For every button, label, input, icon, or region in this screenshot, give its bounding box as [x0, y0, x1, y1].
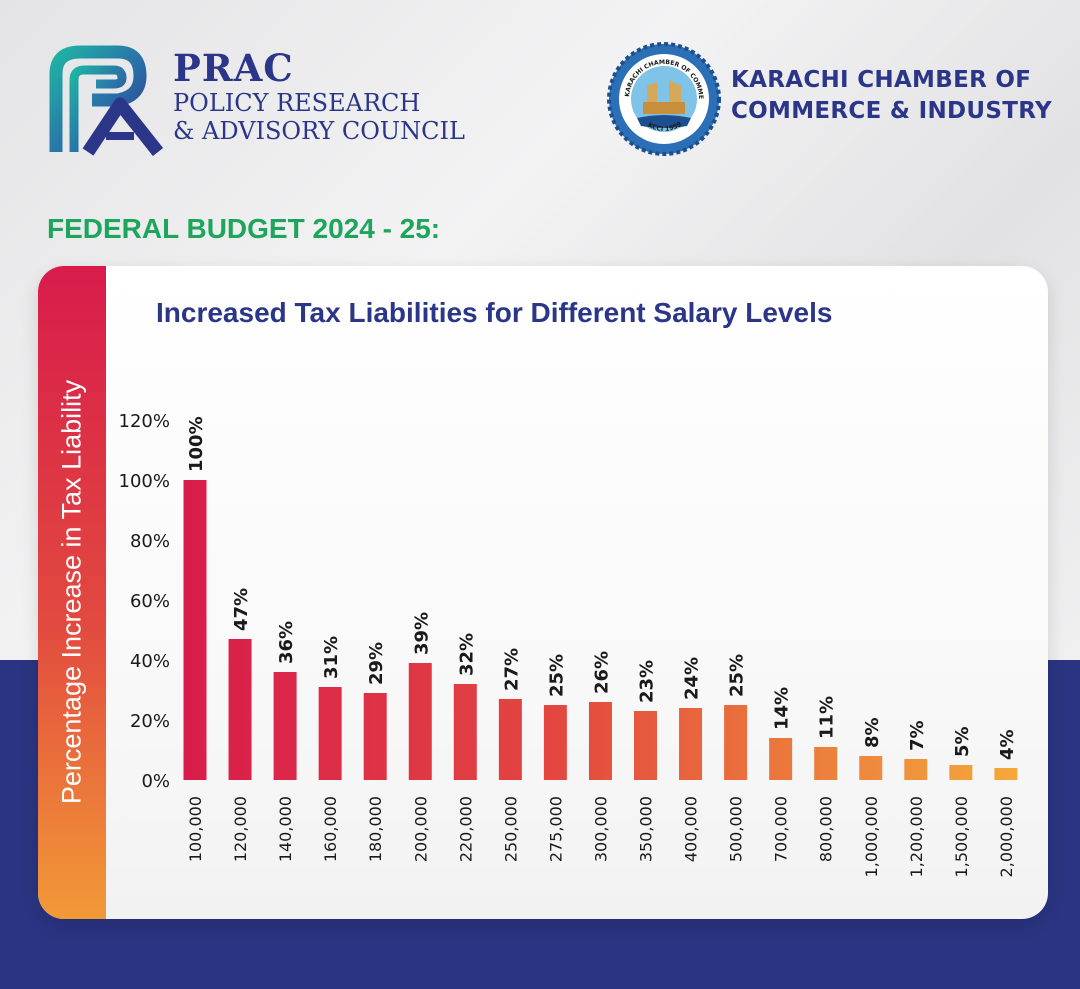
- chart-card: Percentage Increase in Tax Liability Inc…: [38, 266, 1048, 919]
- x-category-label: 1,500,000: [952, 796, 971, 877]
- x-category-label: 1,200,000: [907, 796, 926, 877]
- bar: [408, 663, 432, 780]
- prac-subtitle-line1: POLICY RESEARCH: [173, 89, 421, 117]
- bar-chart: 0% 20% 40% 60% 80% 100% 120% 100% 47% 36% 31% 29% 3…: [119, 411, 1018, 877]
- data-label: 31%: [321, 636, 342, 679]
- bar: [273, 672, 297, 780]
- bar: [994, 768, 1018, 780]
- kcci-seal-logo-icon: KARACHI CHAMBER OF COMMERCE & INDUSTRY K…: [607, 42, 721, 156]
- bar: [724, 705, 748, 780]
- data-label: 25%: [727, 654, 748, 697]
- y-tick-label: 0%: [141, 771, 170, 792]
- bar: [904, 759, 928, 780]
- y-tick-label: 60%: [130, 591, 170, 612]
- data-label: 25%: [546, 654, 567, 697]
- x-category-label: 140,000: [276, 796, 295, 862]
- y-tick-label: 20%: [130, 711, 170, 732]
- data-label: 26%: [591, 651, 612, 694]
- data-label: 23%: [637, 660, 658, 703]
- x-category-label: 1,000,000: [862, 796, 881, 877]
- prac-subtitle-line2: & ADVISORY COUNCIL: [173, 117, 465, 145]
- bar: [498, 699, 522, 780]
- x-category-label: 500,000: [727, 796, 746, 862]
- budget-heading: FEDERAL BUDGET 2024 - 25:: [47, 213, 441, 244]
- bar: [543, 705, 567, 780]
- data-label: 27%: [501, 648, 522, 691]
- x-category-label: 180,000: [366, 796, 385, 862]
- x-category-label: 275,000: [546, 796, 565, 862]
- y-tick-label: 120%: [119, 411, 170, 432]
- data-label: 29%: [366, 642, 387, 685]
- x-category-label: 300,000: [591, 796, 610, 862]
- data-label: 36%: [276, 621, 297, 664]
- x-category-label: 2,000,000: [997, 796, 1016, 877]
- x-category-label: 220,000: [456, 796, 475, 862]
- prac-name: PRAC: [173, 46, 294, 90]
- data-label: 7%: [907, 720, 928, 751]
- x-category-label: 400,000: [682, 796, 701, 862]
- x-category-label: 350,000: [637, 796, 656, 862]
- bar: [859, 756, 883, 780]
- bar: [814, 747, 838, 780]
- bar: [769, 738, 793, 780]
- x-category-label: 160,000: [321, 796, 340, 862]
- x-category-label: 200,000: [411, 796, 430, 862]
- data-label: 100%: [186, 416, 207, 472]
- data-label: 47%: [231, 588, 252, 631]
- x-category-label: 120,000: [231, 796, 250, 862]
- bar: [183, 480, 207, 780]
- kcci-name-line1: KARACHI CHAMBER OF: [731, 67, 1032, 93]
- bar: [318, 687, 342, 780]
- bar: [228, 639, 252, 780]
- data-label: 14%: [772, 687, 793, 730]
- data-label: 5%: [952, 726, 973, 757]
- bar: [588, 702, 612, 780]
- bar: [453, 684, 477, 780]
- x-category-label: 700,000: [772, 796, 791, 862]
- bar: [949, 765, 973, 780]
- chart-title: Increased Tax Liabilities for Different …: [156, 297, 833, 328]
- x-category-label: 800,000: [817, 796, 836, 862]
- data-label: 39%: [411, 612, 432, 655]
- data-label: 24%: [682, 657, 703, 700]
- data-label: 32%: [456, 633, 477, 676]
- y-tick-label: 80%: [130, 531, 170, 552]
- data-label: 4%: [997, 729, 1018, 760]
- x-category-label: 100,000: [186, 796, 205, 862]
- bar: [634, 711, 657, 780]
- prac-logo-icon: [49, 45, 164, 156]
- bar: [363, 693, 387, 780]
- x-category-label: 250,000: [501, 796, 520, 862]
- data-label: 11%: [817, 696, 838, 739]
- y-axis-band: Percentage Increase in Tax Liability: [38, 266, 106, 919]
- y-tick-label: 40%: [130, 651, 170, 672]
- bar: [679, 708, 703, 780]
- kcci-name-line2: COMMERCE & INDUSTRY: [731, 98, 1052, 124]
- y-tick-label: 100%: [119, 471, 170, 492]
- data-label: 8%: [862, 717, 883, 748]
